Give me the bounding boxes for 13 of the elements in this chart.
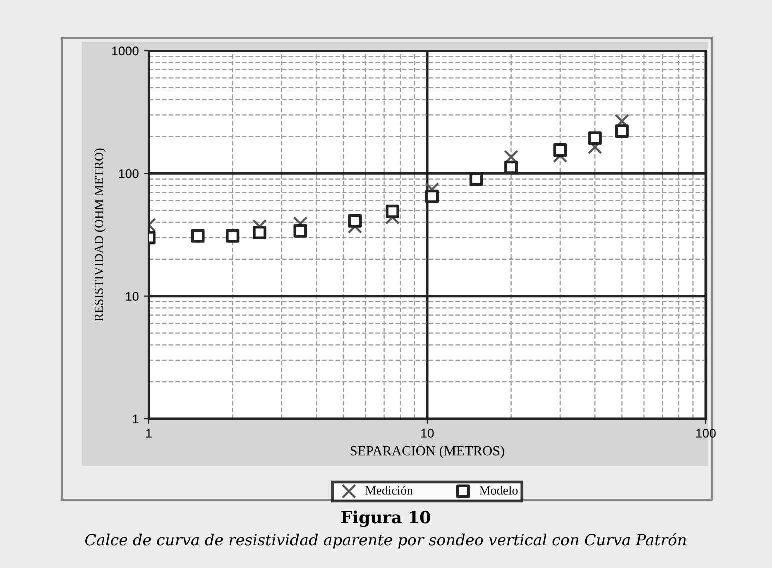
legend-label: Medición	[366, 486, 414, 495]
y-tick-label: 1000	[112, 46, 139, 56]
y-tick-label: 100	[119, 169, 139, 178]
x-tick-label: 1	[146, 429, 152, 438]
x-tick-label: 100	[696, 429, 716, 438]
text: Calce de curva de resistividad aparente por sondeo vertical con Curva Patrón	[86, 533, 686, 549]
x-tick-label: 10	[422, 429, 434, 438]
y-axis-title: RESISTIVIDAD (OHM METRO)	[94, 148, 106, 322]
legend-label: Modelo	[480, 486, 518, 495]
x-axis-title: SEPARACION (METROS)	[350, 446, 504, 459]
text: Figura 10	[342, 510, 430, 528]
y-tick-label: 10	[126, 292, 139, 301]
y-tick-label: 1	[133, 414, 139, 424]
